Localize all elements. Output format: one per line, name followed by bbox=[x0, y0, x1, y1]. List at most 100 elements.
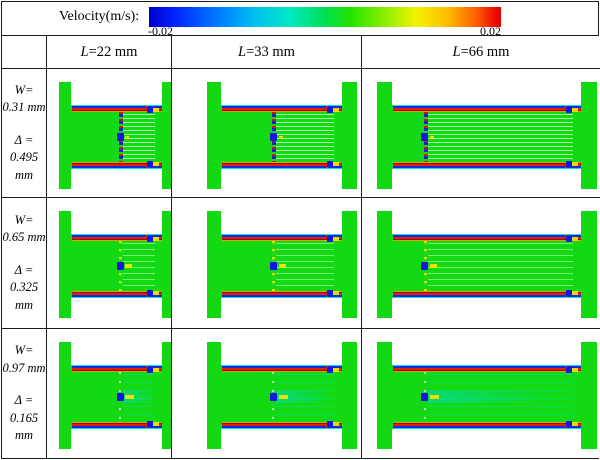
bottom-wall-velocity-streak bbox=[393, 422, 581, 429]
center-particle bbox=[270, 262, 277, 270]
left-pillar bbox=[207, 82, 221, 189]
row-w-label: W= 0.31 mm bbox=[2, 82, 46, 115]
top-wall-velocity-streak bbox=[222, 365, 342, 372]
top-right-vortex bbox=[324, 233, 340, 245]
top-right-vortex bbox=[144, 104, 160, 116]
row-delta-label: Δ = 0.325 mm bbox=[9, 262, 39, 312]
bottom-right-vortex bbox=[563, 418, 579, 430]
colorbar-gradient bbox=[149, 7, 501, 27]
top-wall-velocity-streak bbox=[72, 234, 162, 241]
yellow-wake-dash bbox=[430, 395, 439, 399]
center-jet bbox=[276, 391, 331, 403]
header-variable: L bbox=[452, 43, 461, 60]
right-pillar bbox=[581, 211, 597, 318]
top-wall-velocity-streak bbox=[393, 365, 581, 372]
colorbar-legend: Velocity(m/s): -0.02 0.02 bbox=[2, 2, 598, 38]
top-wall-velocity-streak bbox=[393, 234, 581, 241]
yellow-wake-dash bbox=[279, 264, 286, 268]
colorbar-title: Velocity(m/s): bbox=[59, 9, 140, 24]
top-wall-velocity-streak bbox=[72, 365, 162, 372]
plot-r1-c2 bbox=[172, 69, 362, 198]
plot-r3-c2 bbox=[172, 329, 362, 458]
left-pillar bbox=[59, 82, 71, 189]
left-pillar bbox=[377, 342, 392, 449]
top-wall-velocity-streak bbox=[393, 105, 581, 112]
colorbar-max-label: 0.02 bbox=[480, 24, 501, 38]
row-w-label: W= 0.97 mm bbox=[2, 343, 46, 375]
top-right-vortex bbox=[144, 233, 160, 245]
plot-r3-c1 bbox=[47, 329, 172, 458]
bottom-right-vortex bbox=[563, 287, 579, 299]
yellow-wake-dash bbox=[279, 136, 283, 139]
center-jet bbox=[123, 391, 155, 403]
bottom-wall-velocity-streak bbox=[222, 162, 342, 169]
bottom-right-vortex bbox=[144, 287, 160, 299]
top-right-vortex bbox=[324, 104, 340, 116]
channel bbox=[392, 365, 581, 429]
center-particle bbox=[117, 393, 124, 401]
header-value: =33 mm bbox=[246, 43, 295, 60]
bottom-right-vortex bbox=[144, 158, 160, 170]
right-pillar bbox=[162, 82, 171, 189]
left-pillar bbox=[377, 82, 392, 189]
bottom-right-vortex bbox=[324, 158, 340, 170]
row-delta-label: Δ = 0.495 mm bbox=[9, 132, 39, 182]
left-pillar bbox=[59, 342, 71, 449]
wake-lines bbox=[428, 243, 573, 289]
right-pillar bbox=[342, 211, 357, 318]
bottom-right-vortex bbox=[324, 287, 340, 299]
top-wall-velocity-streak bbox=[222, 105, 342, 112]
yellow-wake-dash bbox=[125, 136, 129, 139]
top-wall-velocity-streak bbox=[72, 105, 162, 112]
row-delta-label: Δ = 0.165 mm bbox=[9, 393, 39, 443]
top-right-vortex bbox=[324, 364, 340, 376]
top-right-vortex bbox=[563, 104, 579, 116]
right-pillar bbox=[581, 342, 597, 449]
header-value: =22 mm bbox=[88, 43, 138, 60]
colorbar-min-label: -0.02 bbox=[148, 24, 173, 38]
center-particle bbox=[270, 393, 277, 401]
channel bbox=[221, 105, 342, 169]
yellow-wake-dash bbox=[279, 395, 288, 399]
right-pillar bbox=[342, 342, 357, 449]
row-header-W0.97: W= 0.97 mm Δ = 0.165 mm bbox=[2, 329, 47, 458]
left-pillar bbox=[207, 342, 221, 449]
top-wall-velocity-streak bbox=[222, 234, 342, 241]
wake-lines bbox=[428, 114, 573, 160]
bottom-right-vortex bbox=[324, 418, 340, 430]
plot-r2-c1 bbox=[47, 198, 172, 329]
channel bbox=[221, 365, 342, 429]
left-pillar bbox=[59, 211, 71, 318]
bottom-wall-velocity-streak bbox=[393, 291, 581, 298]
top-right-vortex bbox=[563, 233, 579, 245]
yellow-wake-dash bbox=[125, 264, 132, 268]
bottom-wall-velocity-streak bbox=[72, 291, 162, 298]
plot-r1-c1 bbox=[47, 69, 172, 198]
center-particle bbox=[421, 262, 428, 270]
yellow-wake-dash bbox=[430, 264, 437, 268]
corner-cell bbox=[2, 36, 47, 69]
center-particle bbox=[117, 133, 124, 141]
header-variable: L bbox=[80, 43, 89, 60]
plot-r3-c3 bbox=[362, 329, 600, 458]
top-right-vortex bbox=[144, 364, 160, 376]
channel bbox=[71, 105, 162, 169]
top-right-vortex bbox=[563, 364, 579, 376]
bottom-wall-velocity-streak bbox=[72, 162, 162, 169]
channel bbox=[392, 105, 581, 169]
channel bbox=[221, 234, 342, 298]
center-particle bbox=[421, 133, 428, 141]
header-value: =66 mm bbox=[460, 43, 510, 60]
right-pillar bbox=[342, 82, 357, 189]
row-header-W0.31: W= 0.31 mm Δ = 0.495 mm bbox=[2, 69, 47, 198]
bottom-wall-velocity-streak bbox=[72, 422, 162, 429]
header-variable: L bbox=[238, 43, 247, 60]
right-pillar bbox=[162, 342, 171, 449]
bottom-wall-velocity-streak bbox=[222, 291, 342, 298]
center-particle bbox=[421, 393, 428, 401]
channel bbox=[392, 234, 581, 298]
yellow-wake-dash bbox=[430, 136, 434, 139]
bottom-right-vortex bbox=[144, 418, 160, 430]
bottom-right-vortex bbox=[563, 158, 579, 170]
